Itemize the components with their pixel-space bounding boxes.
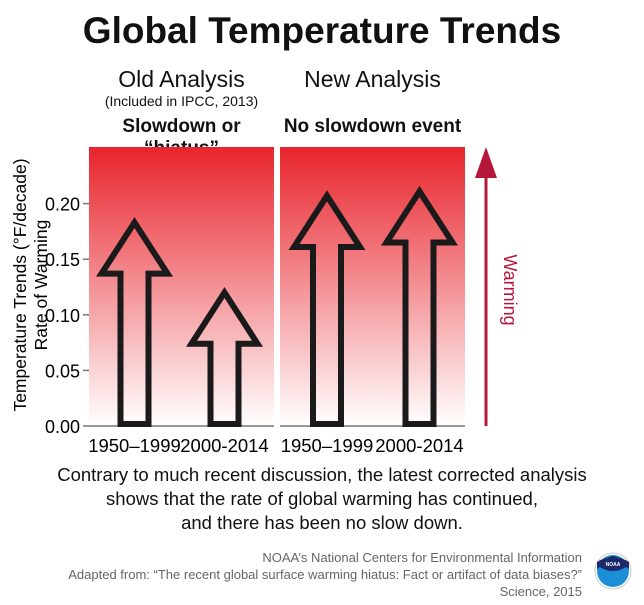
x-tick-label: 2000-2014 [180,435,268,456]
y-tick-label: 0.20 [45,195,80,215]
panel-old-background [89,147,274,426]
y-axis-label-line1: Temperature Trends (°F/decade) [10,158,30,411]
y-tick-label: 0.10 [45,306,80,326]
x-tick-label: 1950–1999 [281,435,374,456]
x-tick-label: 2000-2014 [375,435,463,456]
panel-new-label: No slowdown event [283,116,462,137]
y-tick-label: 0.15 [45,250,80,270]
chart: 0.000.050.100.150.20 1950–1999 2000-2014 1… [10,147,520,456]
x-tick-label: 1950–1999 [88,435,181,456]
warming-arrow-head [475,147,497,178]
caption-line: and there has been no slow down. [181,512,463,533]
source-credit: NOAA’s National Centers for Environmenta… [262,550,582,565]
caption: Contrary to much recent discussion, the … [0,463,644,535]
panel-old-heading: Old Analysis [118,66,245,92]
page-title: Global Temperature Trends [82,10,562,51]
noaa-logo: NOAA [594,552,632,590]
trend-arrow [380,185,459,427]
warming-label: Warming [500,254,520,325]
source-journal: Science, 2015 [499,584,582,599]
trend-arrow [95,216,174,427]
svg-text:NOAA: NOAA [606,562,621,568]
panel-old-subheading: (Included in IPCC, 2013) [104,93,259,109]
y-tick-label: 0.05 [45,361,80,381]
trend-arrow [185,287,264,427]
caption-line: shows that the rate of global warming ha… [106,488,538,509]
trend-arrow [288,190,366,427]
y-tick-label: 0.00 [45,417,80,437]
panel-new-background [280,147,465,426]
y-axis-label-line2: Rate of Warming [31,220,51,351]
panel-new-heading: New Analysis [304,66,441,92]
source-citation: Adapted from: “The recent global surface… [68,567,582,582]
caption-line: Contrary to much recent discussion, the … [57,464,587,485]
